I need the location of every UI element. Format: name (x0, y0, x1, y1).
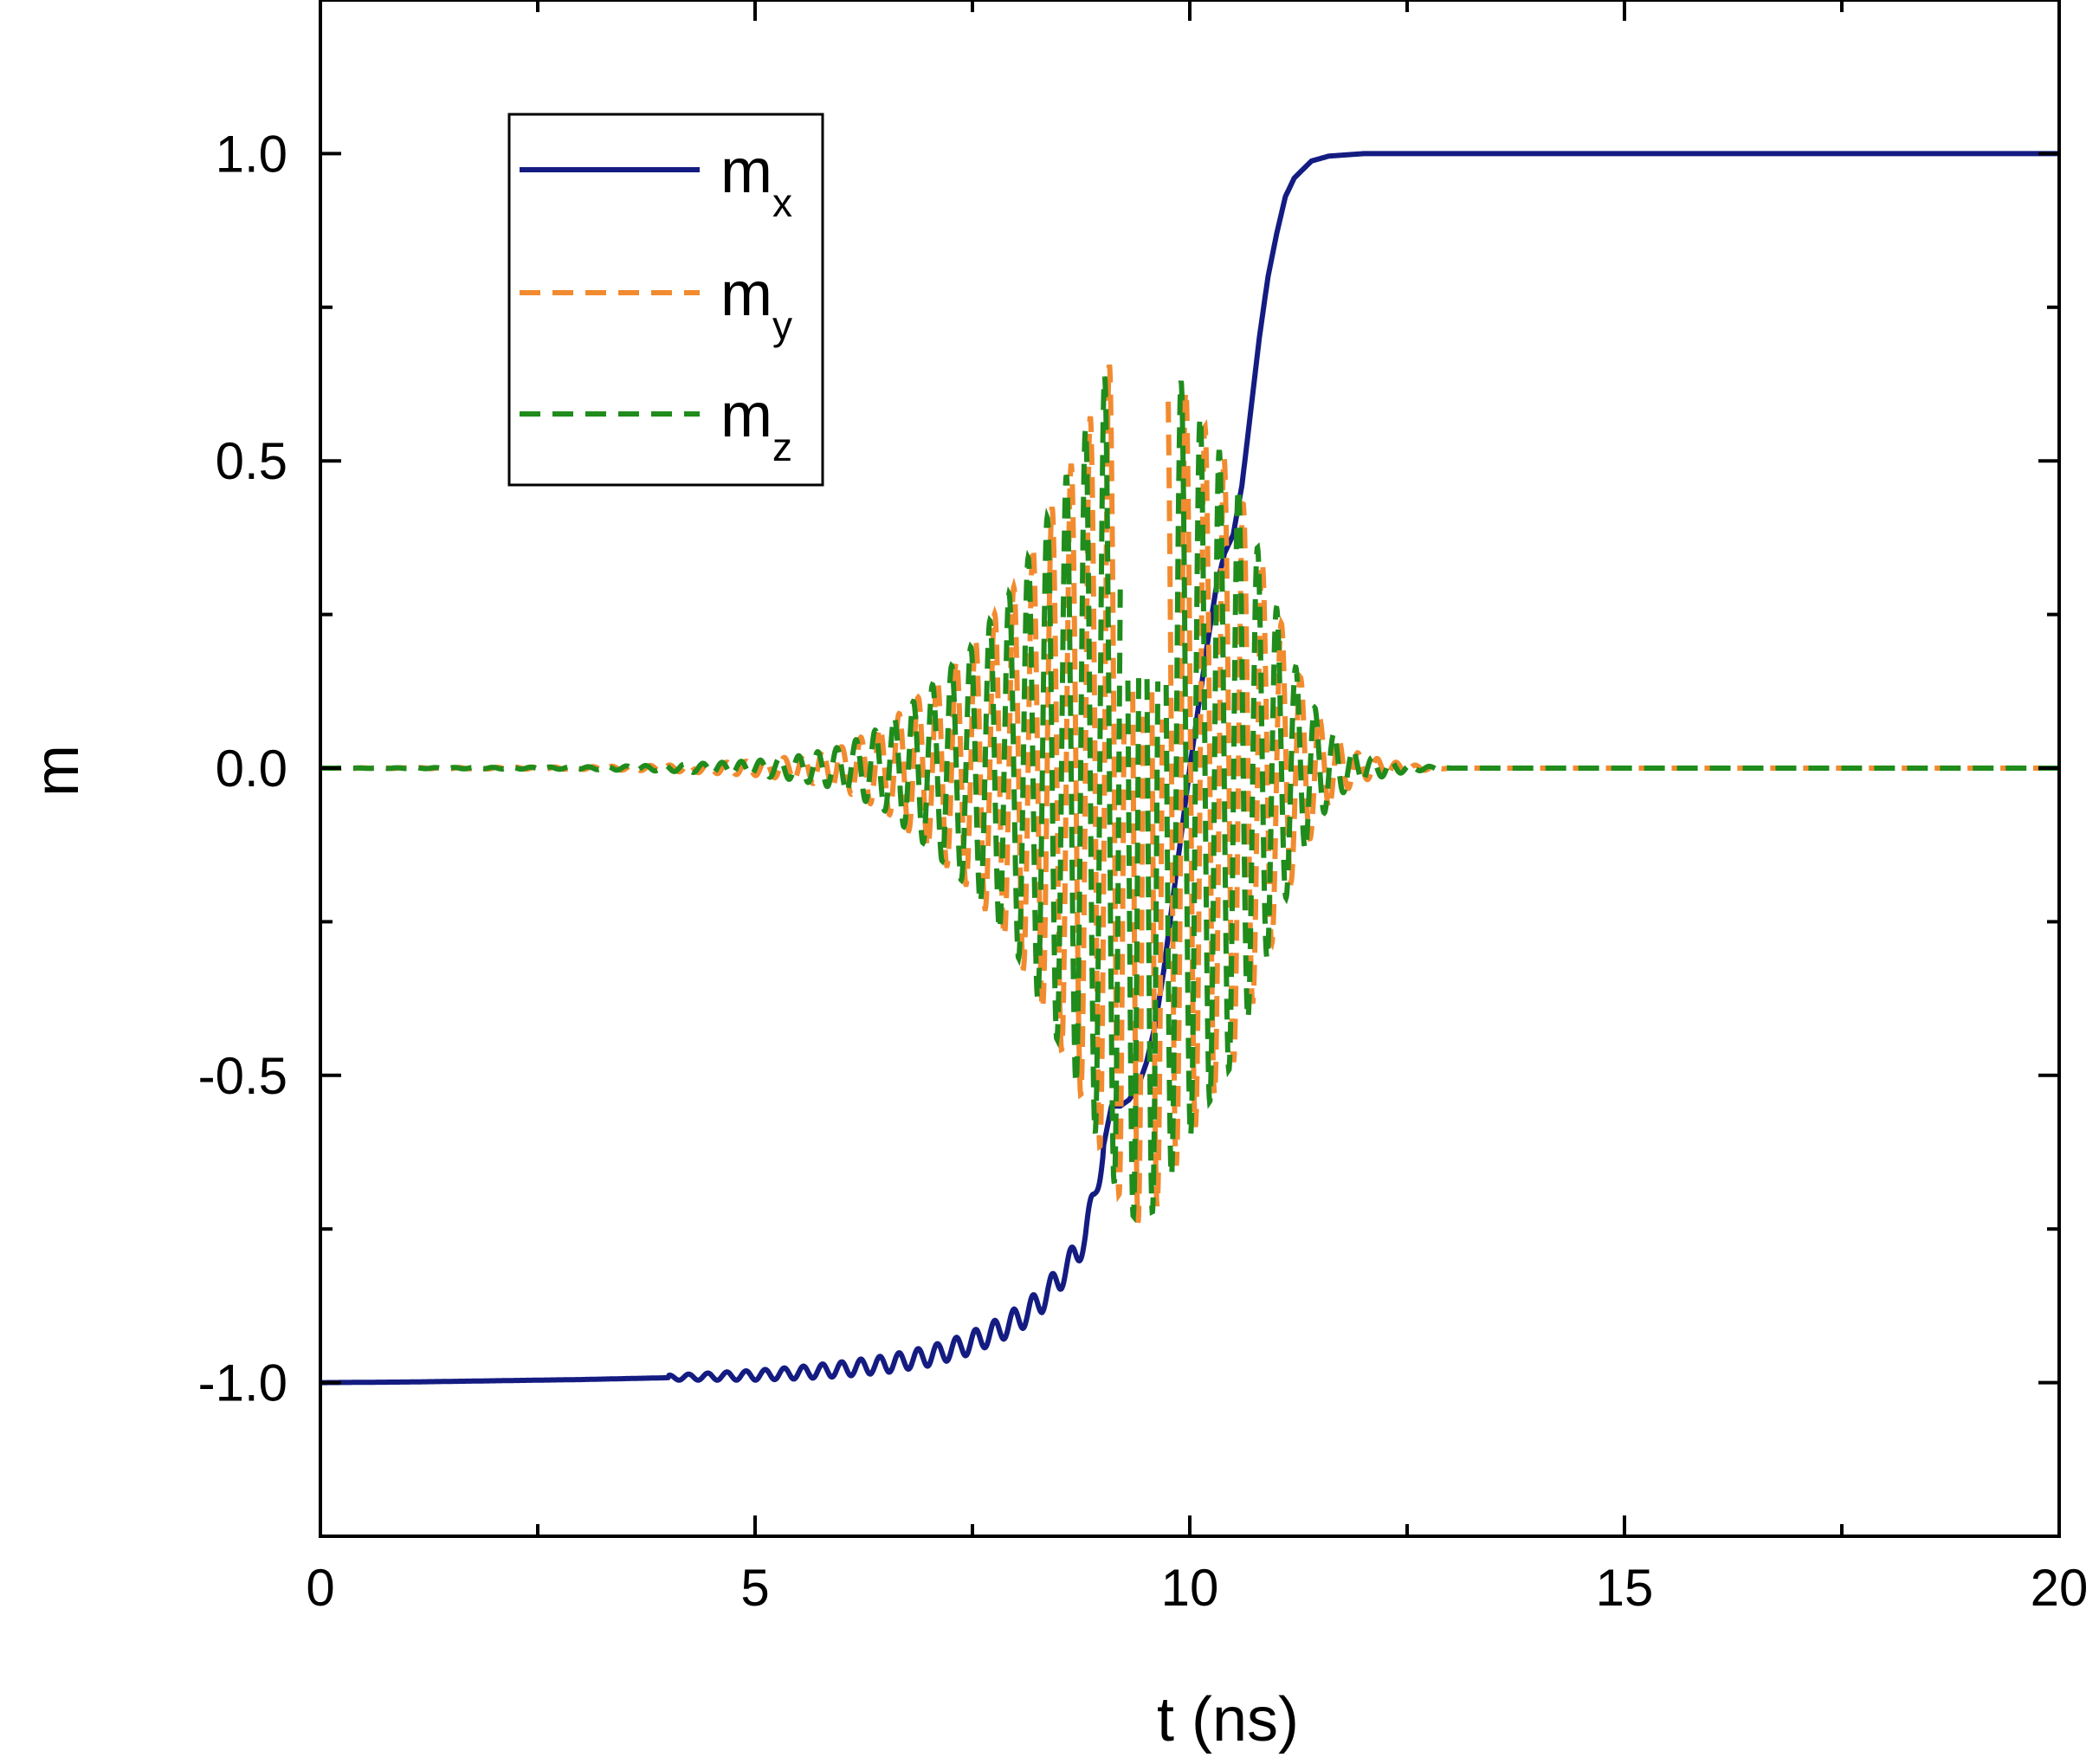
legend-label-mz: mz (720, 381, 792, 469)
x-tick-label: 5 (740, 1559, 769, 1617)
y-tick-label: -1.0 (198, 1354, 287, 1412)
series-line-mz (320, 376, 2059, 1224)
series-layer (319, 151, 2061, 1386)
x-tick-label: 0 (306, 1559, 334, 1617)
y-tick-label: 1.0 (216, 125, 287, 183)
legend-label-mx: mx (720, 137, 792, 225)
x-tick-label: 20 (2031, 1559, 2089, 1617)
legend-box (507, 113, 824, 487)
legend: mx my mz (507, 113, 824, 487)
legend-label-mz-sub: z (772, 424, 792, 469)
y-tick-label: 0.0 (216, 740, 287, 798)
x-axis-title: t (ns) (1157, 1685, 1299, 1754)
legend-label-my-sub: y (772, 303, 792, 348)
y-tick-label: -0.5 (198, 1047, 287, 1105)
legend-label-my-base: m (720, 260, 772, 329)
y-tick-label: 0.5 (216, 432, 287, 490)
series-line-my (320, 364, 2059, 1224)
x-tick-label: 15 (1596, 1559, 1654, 1617)
x-tick-label: 10 (1161, 1559, 1219, 1617)
legend-label-mz-base: m (720, 381, 772, 450)
legend-label-mx-sub: x (772, 180, 792, 225)
legend-label-my: my (720, 260, 792, 348)
axes-layer: 0 5 10 15 20 -1.0 -0.5 0.0 0.5 1.0 (198, 0, 2089, 1617)
legend-label-mx-base: m (720, 137, 772, 206)
y-axis-title: m (23, 745, 92, 797)
